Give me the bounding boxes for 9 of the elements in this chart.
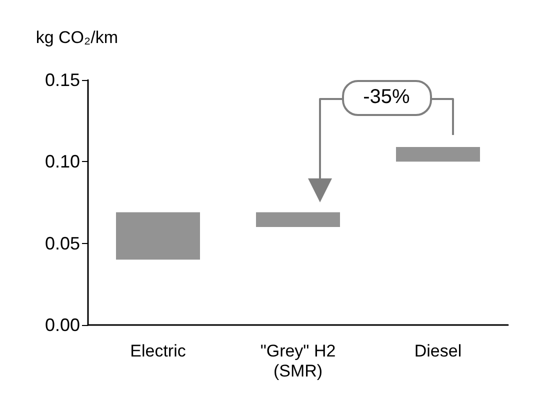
y-tick-label: 0.00 xyxy=(44,315,80,335)
y-tick-label: 0.15 xyxy=(44,70,80,90)
y-tick-label: 0.10 xyxy=(44,152,80,172)
x-tick-label: Diesel xyxy=(414,342,462,360)
y-axis-title: kg CO₂/km xyxy=(36,28,118,47)
annotation: -35% xyxy=(342,80,432,116)
x-tick-label: "Grey" H2 (SMR) xyxy=(260,342,336,380)
y-tick-label: 0.05 xyxy=(44,233,80,254)
x-tick-label: Electric xyxy=(130,342,186,360)
